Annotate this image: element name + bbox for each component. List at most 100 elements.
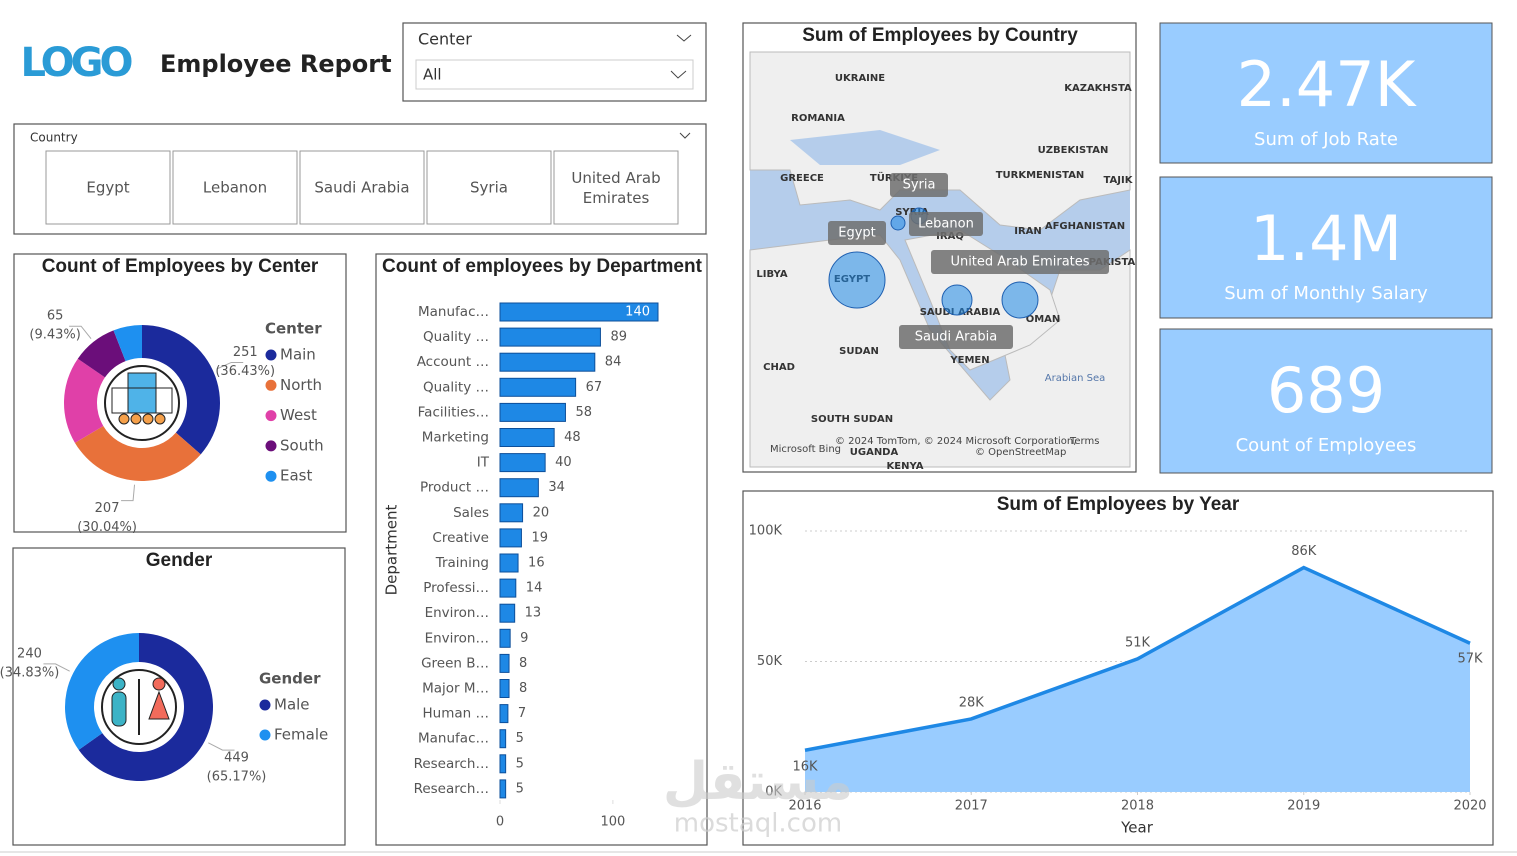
donut-slice (63, 358, 105, 443)
donut-slice (74, 425, 201, 482)
kpi-value: 2.47K (1237, 48, 1417, 121)
percent-label: (30.04%) (77, 520, 137, 535)
data-label: 9 (520, 631, 528, 646)
chart-title: Count of Employees by Center (42, 256, 319, 277)
kpi-card (1159, 176, 1493, 319)
icon-part (112, 677, 126, 691)
legend-swatch (265, 349, 277, 361)
map-place: PAKISTA (1089, 257, 1136, 268)
data-label: 5 (516, 781, 524, 796)
y-tick-label: Manufac… (418, 304, 489, 320)
legend-label: Main (280, 346, 316, 364)
legend-title: Center (265, 320, 322, 338)
map-tooltip (890, 173, 948, 197)
chevron (679, 132, 691, 139)
icon-person (118, 413, 130, 425)
kpi-label: Count of Employees (1236, 435, 1417, 456)
y-tick-label: Professi… (423, 580, 489, 596)
donut-slice (113, 325, 142, 362)
kpi-label: Sum of Job Rate (1254, 129, 1398, 150)
area-fill (805, 567, 1470, 792)
y-tick-label: Sales (453, 505, 489, 521)
legend-swatch (259, 729, 271, 741)
y-tick-label: Environ… (425, 605, 489, 621)
bar (499, 653, 510, 673)
map-credit: © OpenStreetMap (975, 447, 1066, 458)
data-label: 14 (526, 581, 543, 596)
dropdown[interactable] (415, 59, 694, 90)
x-axis-title: Year (1120, 819, 1154, 837)
y-tick-label: Human … (423, 706, 489, 722)
x-tick-label: 2017 (955, 799, 988, 814)
bar (499, 528, 522, 548)
report-title: Employee Report (160, 50, 392, 78)
map-bubble (941, 284, 973, 316)
country-button[interactable] (172, 150, 298, 225)
map-place: OMAN (1026, 314, 1061, 325)
map-place: AFGHANISTAN (1045, 221, 1125, 232)
map-title: Sum of Employees by Country (802, 25, 1078, 46)
donut-slice (77, 330, 126, 378)
legend-swatch (259, 699, 271, 711)
x-tick-label: 100 (600, 815, 625, 830)
bar (499, 704, 509, 724)
y-tick-label: Facilities… (418, 404, 489, 420)
country-button[interactable] (553, 150, 679, 225)
y-tick-label: Product … (420, 480, 489, 496)
chart-title: Sum of Employees by Year (997, 494, 1240, 515)
map-place: UGANDA (850, 447, 899, 458)
icon-person (154, 413, 166, 425)
map-place: LIBYA (756, 269, 787, 280)
donut-slice (78, 633, 213, 781)
leader-line (121, 484, 136, 502)
legend-label: East (280, 467, 312, 485)
line: Emirates (583, 189, 650, 207)
donut-slice (142, 325, 221, 455)
bar (499, 503, 524, 523)
map-place: SUDAN (839, 346, 879, 357)
map-place: UZBEKISTAN (1038, 145, 1109, 156)
data-label: 51K (1125, 635, 1151, 650)
y-tick-label: Major M… (422, 681, 489, 697)
data-label: 8 (519, 656, 527, 671)
y-tick-label: Creative (432, 530, 489, 546)
map-place: ROMANIA (791, 113, 845, 124)
bar (499, 603, 516, 623)
legend-label: South (280, 436, 324, 454)
bar (499, 729, 507, 749)
leader-line (43, 663, 70, 672)
legend-swatch (265, 379, 277, 391)
country-option: United Arab Emirates (571, 169, 660, 207)
map-place: TURKMENISTAN (996, 170, 1085, 181)
y-tick-label: Environ… (425, 630, 489, 646)
icon-person (142, 413, 154, 425)
bar (499, 628, 511, 648)
kpi-card (1159, 22, 1493, 164)
legend-swatch (265, 470, 277, 482)
map-bubble-label: Lebanon (918, 217, 974, 232)
percent-label: (34.83%) (0, 665, 59, 680)
y-tick-label: Quality … (423, 379, 489, 395)
data-label: 20 (533, 505, 550, 520)
map-credit: Microsoft Bing (770, 444, 841, 455)
data-label: 67 (586, 380, 603, 395)
y-tick-label: Research… (414, 756, 489, 772)
legend-label: Female (274, 726, 328, 744)
map-place: CHAD (763, 362, 795, 373)
x-tick-label: 2018 (1121, 799, 1154, 814)
country-option: Lebanon (203, 179, 267, 197)
data-label: 16K (792, 760, 818, 775)
map-place: KAZAKHSTA (1064, 83, 1132, 94)
data-label: 251 (233, 345, 258, 360)
data-label: 28K (959, 695, 985, 710)
data-label: 8 (519, 681, 527, 696)
country-button[interactable] (299, 150, 425, 225)
data-label: 5 (516, 731, 524, 746)
bar (499, 553, 519, 573)
legend-swatch (265, 440, 277, 452)
legend-label: West (280, 406, 317, 424)
country-option: Syria (470, 179, 508, 197)
country-button[interactable] (426, 150, 552, 225)
country-button[interactable] (45, 150, 171, 225)
